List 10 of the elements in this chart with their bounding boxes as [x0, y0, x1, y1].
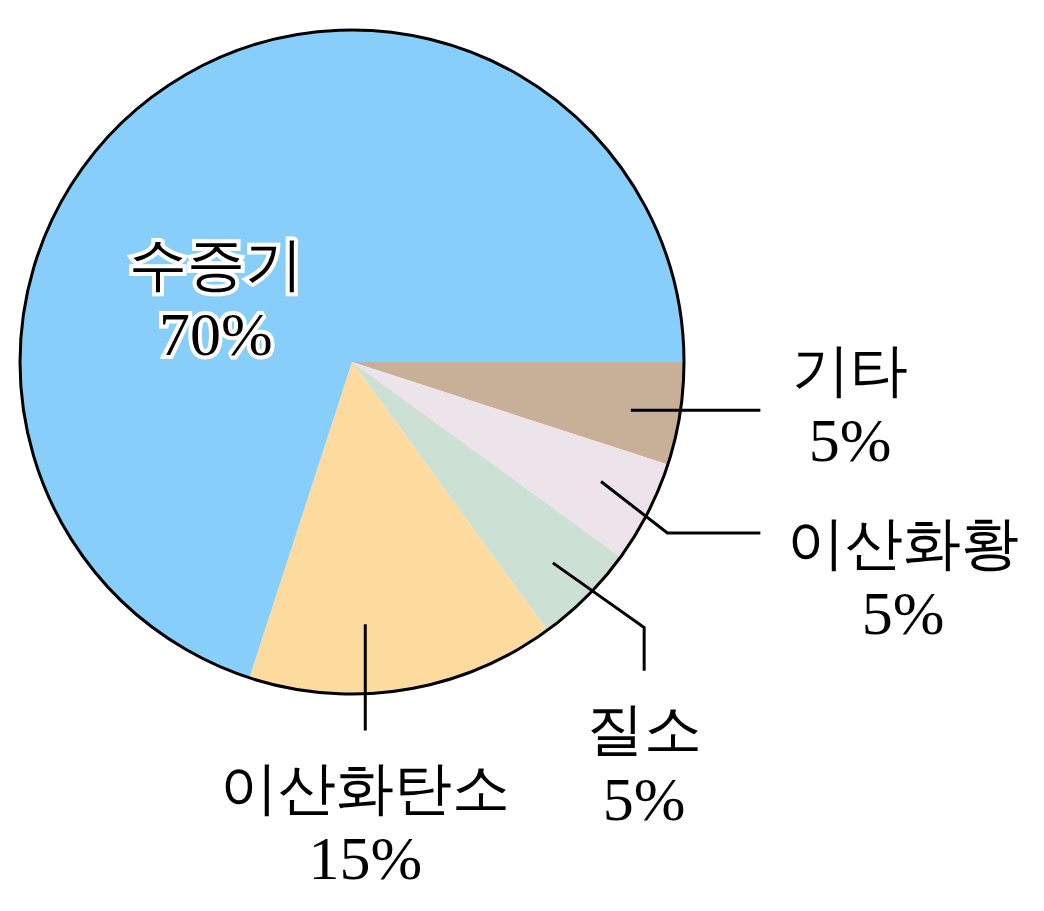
- data-label: 5%: [808, 406, 892, 475]
- slice-label: 이산화황: [787, 508, 1020, 577]
- data-label: 5%: [602, 764, 686, 833]
- data-label: 5%: [861, 578, 945, 647]
- data-label: 70%: [159, 299, 273, 368]
- slice-label: 수증기: [128, 229, 303, 298]
- slice-label: 기타: [792, 336, 908, 405]
- data-label: 15%: [308, 824, 423, 893]
- slice-label: 질소: [586, 694, 703, 763]
- slice-label: 이산화탄소: [220, 754, 511, 823]
